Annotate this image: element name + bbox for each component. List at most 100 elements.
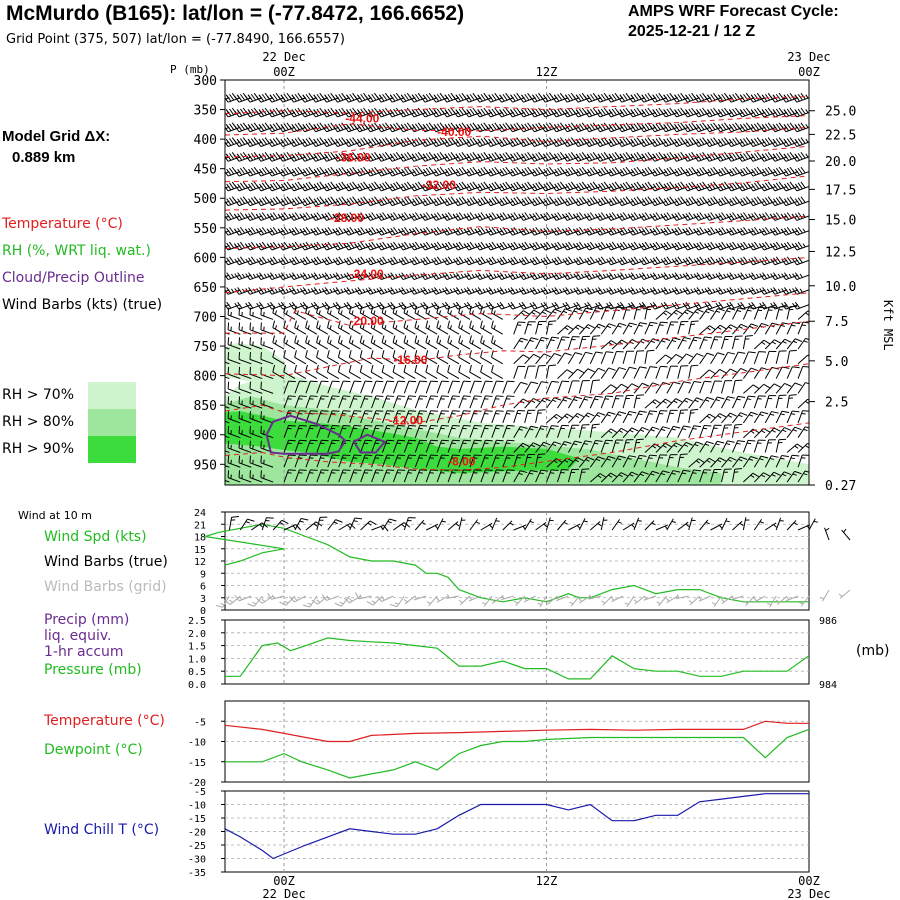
barb-half-flag: [296, 288, 300, 293]
barb-flag: [682, 169, 688, 177]
barb-staff: [282, 112, 296, 118]
barb-flag: [562, 155, 568, 162]
barb-staff: [337, 156, 350, 162]
barb-flag: [267, 140, 273, 147]
barb-staff: [370, 156, 383, 162]
barb-flag: [688, 167, 694, 175]
barb-flag: [466, 139, 472, 146]
wind-barb: [343, 166, 361, 177]
barb-flag: [718, 109, 724, 117]
barb-flag: [598, 183, 604, 191]
barb-staff: [249, 97, 263, 103]
barb-flag: [573, 184, 579, 192]
barb-flag: [239, 167, 246, 175]
barb-flag: [666, 93, 672, 101]
barb-flag: [644, 153, 650, 160]
barb-flag: [237, 139, 243, 146]
barb-flag: [414, 93, 421, 101]
barb-staff: [457, 185, 471, 192]
wind-barb: [737, 166, 755, 177]
barb-flag: [267, 110, 273, 118]
barb-staff: [676, 97, 689, 103]
barb-staff: [709, 185, 722, 192]
barb-flag: [671, 110, 677, 118]
wind-barb: [792, 152, 809, 162]
barb-half-flag: [548, 288, 552, 293]
barb-half-flag: [460, 288, 464, 293]
barb-flag: [464, 110, 470, 118]
barb-flag: [707, 168, 713, 176]
wind-barb: [682, 166, 700, 177]
barb-flag: [431, 95, 437, 103]
barb-staff: [304, 97, 318, 103]
wind-barb: [376, 181, 394, 192]
barb-flag: [442, 184, 448, 192]
barb-flag: [466, 109, 472, 117]
barb-flag: [431, 140, 437, 147]
barb-flag: [773, 139, 779, 146]
barb-staff: [566, 97, 580, 103]
wind-barb: [238, 307, 252, 320]
barb-flag: [619, 94, 626, 102]
barb-half-flag: [241, 273, 246, 278]
barb-flag: [425, 138, 431, 145]
barb-staff: [370, 200, 383, 207]
barb-staff: [730, 185, 744, 192]
barb-flag: [743, 167, 749, 175]
barb-flag: [289, 125, 295, 133]
barb-flag: [393, 108, 399, 116]
barb-half-flag: [340, 273, 344, 278]
barb-flag: [587, 139, 593, 146]
barb-flag: [617, 169, 623, 177]
barb-flag: [718, 124, 724, 132]
barb-staff: [315, 171, 328, 177]
barb-staff: [632, 185, 646, 192]
barb-staff: [260, 185, 274, 192]
barb-flag: [595, 110, 601, 118]
barb-flag: [751, 139, 757, 146]
barb-staff: [249, 156, 263, 162]
barb-staff: [391, 141, 405, 147]
barb-flag: [313, 168, 319, 176]
barb-flag: [518, 140, 524, 147]
barb-half-flag: [777, 273, 781, 278]
barb-flag: [324, 154, 330, 161]
barb-flag: [674, 124, 680, 132]
barb-flag: [414, 197, 421, 204]
barb-flag: [775, 123, 781, 130]
barb-flag: [584, 184, 590, 192]
barb-half-flag: [591, 273, 596, 278]
barb-flag: [376, 184, 382, 192]
barb-flag: [617, 125, 623, 133]
barb-staff: [720, 112, 733, 118]
barb-flag: [455, 139, 461, 146]
barb-flag: [289, 199, 295, 206]
barb-flag: [294, 93, 300, 101]
barb-flag: [576, 109, 582, 117]
barb-flag: [485, 95, 491, 103]
barb-flag: [316, 197, 322, 204]
barb-staff: [709, 126, 722, 133]
wind-barb: [617, 92, 635, 103]
barb-staff: [643, 112, 657, 118]
barb-half-flag: [351, 288, 355, 293]
barb-flag: [576, 183, 582, 191]
wind-barb: [267, 166, 285, 177]
barb-flag: [606, 110, 612, 118]
barb-staff: [577, 185, 591, 192]
barb-flag: [557, 93, 563, 101]
barb-flag: [715, 110, 721, 118]
barb-half-flag: [493, 273, 497, 278]
wind-barb: [660, 181, 678, 192]
barb-staff: [359, 171, 372, 177]
barb-flag: [278, 110, 284, 118]
barb-staff: [315, 112, 328, 118]
barb-staff: [577, 97, 591, 103]
barb-flag: [327, 138, 333, 145]
barb-flag: [278, 125, 284, 133]
barb-flag: [335, 154, 341, 161]
barb-staff: [785, 141, 799, 147]
barb-flag: [310, 155, 316, 162]
barb-flag: [726, 155, 732, 162]
barb-flag: [444, 109, 451, 117]
